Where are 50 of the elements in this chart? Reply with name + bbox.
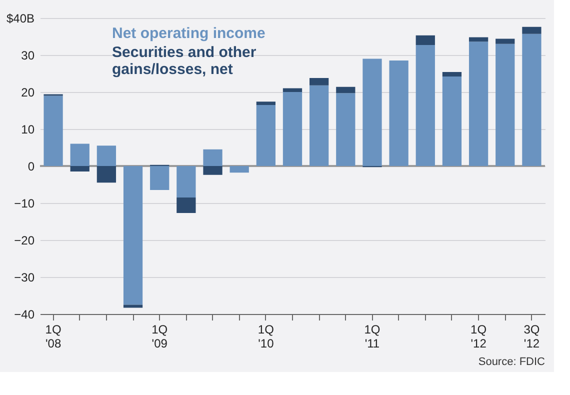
bar xyxy=(416,45,435,166)
bar xyxy=(96,166,116,183)
bar xyxy=(496,38,515,44)
y-tick-label: −30 xyxy=(14,270,35,284)
y-tick-label: 10 xyxy=(21,122,35,136)
bar xyxy=(203,166,222,175)
bar xyxy=(96,146,116,166)
bar xyxy=(468,37,488,42)
bar xyxy=(496,44,515,166)
bar xyxy=(256,104,276,166)
bar xyxy=(389,60,408,166)
text: Net operating income xyxy=(112,25,266,42)
bar xyxy=(70,166,90,172)
bar xyxy=(416,35,435,46)
x-tick-label: 1Q '12 xyxy=(470,322,487,350)
bar xyxy=(336,93,356,166)
source-note: Source: FDIC xyxy=(478,356,546,368)
bar xyxy=(123,166,143,305)
x-tick-label: 1Q '09 xyxy=(152,322,168,350)
x-tick-label: 1Q '08 xyxy=(45,322,62,350)
bar xyxy=(282,88,302,92)
bar xyxy=(468,42,488,166)
bar xyxy=(362,58,382,166)
bar xyxy=(522,34,542,166)
bar xyxy=(44,96,63,166)
bar xyxy=(282,92,302,166)
x-tick-label: 1Q '10 xyxy=(258,322,274,350)
bar xyxy=(442,72,462,76)
y-tick-label: 0 xyxy=(28,160,35,174)
y-tick-label: −40 xyxy=(14,308,35,322)
y-tick-label: $40B xyxy=(6,12,34,26)
y-tick-label: −10 xyxy=(14,196,35,210)
y-tick-label: 30 xyxy=(21,48,35,62)
bar xyxy=(336,86,356,94)
y-tick-label: −20 xyxy=(14,234,35,248)
bar xyxy=(176,197,196,213)
y-tick-label: 20 xyxy=(21,86,35,100)
bar xyxy=(70,144,90,166)
bar xyxy=(256,102,276,105)
series-label: Securities and other gains/losses, net xyxy=(112,44,256,78)
bar xyxy=(176,166,196,198)
bar xyxy=(442,76,462,166)
bar xyxy=(230,166,249,173)
bar xyxy=(310,85,329,166)
x-tick-label: 1Q '11 xyxy=(364,322,380,350)
x-tick-label: 3Q '12 xyxy=(524,322,540,350)
bar xyxy=(150,166,170,190)
bar xyxy=(203,149,222,166)
bar xyxy=(522,26,542,34)
bar xyxy=(310,78,329,86)
